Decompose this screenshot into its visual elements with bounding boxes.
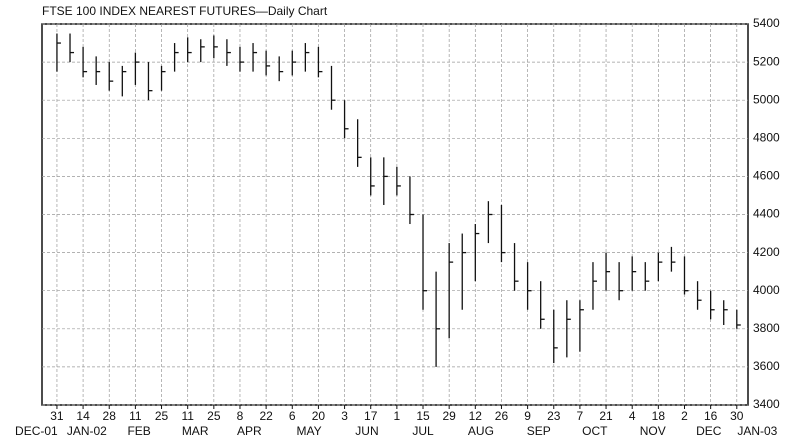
x-tick-label: 17 [364,409,378,423]
month-label: JAN-03 [737,424,777,438]
x-tick-label: 3 [341,409,348,423]
month-label: OCT [582,424,608,438]
x-tick-label: 23 [547,409,561,423]
y-tick-label: 4600 [753,169,780,183]
month-label: NOV [640,424,666,438]
x-tick-label: 7 [577,409,584,423]
month-label: JUL [412,424,434,438]
x-tick-label: 15 [416,409,430,423]
x-tick-label: 25 [207,409,221,423]
x-tick-label: 29 [442,409,456,423]
x-tick-label: 12 [469,409,483,423]
x-tick-label: 26 [495,409,509,423]
x-tick-label: 16 [704,409,718,423]
month-label: JAN-02 [67,424,107,438]
x-tick-label: 25 [155,409,169,423]
x-tick-label: 11 [181,409,194,423]
x-tick-label: 18 [652,409,666,423]
month-label: DEC-01 [15,424,58,438]
x-tick-label: 4 [629,409,636,423]
y-tick-label: 4800 [753,130,780,144]
y-tick-label: 3600 [753,359,780,373]
month-label: FEB [127,424,150,438]
y-tick-label: 5400 [753,16,780,30]
month-label: DEC [696,424,722,438]
x-tick-label: 31 [50,409,64,423]
month-label: AUG [468,424,494,438]
y-tick-label: 4200 [753,245,780,259]
y-tick-label: 3800 [753,321,780,335]
month-label: MAR [182,424,209,438]
y-tick-label: 4000 [753,283,780,297]
x-tick-label: 20 [312,409,326,423]
x-tick-label: 14 [76,409,90,423]
month-label: MAY [297,424,322,438]
x-tick-label: 8 [237,409,244,423]
x-tick-label: 28 [103,409,117,423]
x-tick-label: 2 [681,409,688,423]
month-label: APR [237,424,262,438]
x-tick-label: 6 [289,409,296,423]
y-tick-label: 4400 [753,207,780,221]
month-label: JUN [355,424,378,438]
y-tick-label: 5000 [753,92,780,106]
x-tick-label: 30 [730,409,744,423]
x-tick-label: 22 [259,409,273,423]
x-tick-label: 11 [129,409,142,423]
chart-title: FTSE 100 INDEX NEAREST FUTURES—Daily Cha… [42,4,328,18]
y-tick-label: 3400 [753,397,780,411]
month-label: SEP [527,424,551,438]
x-tick-label: 9 [524,409,531,423]
x-tick-label: 1 [394,409,401,423]
y-tick-label: 5200 [753,54,780,68]
x-tick-label: 21 [599,409,613,423]
